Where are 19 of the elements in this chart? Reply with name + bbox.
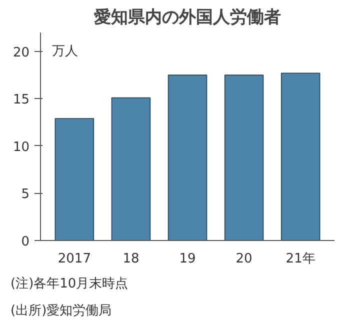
text: (注)各年10月末時点	[10, 276, 128, 292]
y-tick-label: 0	[21, 234, 30, 250]
x-tick-label: 18	[122, 252, 140, 266]
y-tick-label: 5	[21, 187, 30, 202]
bar	[168, 74, 208, 240]
x-tick-label: 19	[179, 252, 196, 266]
y-tick-label: 10	[12, 140, 30, 155]
x-tick-label: 20	[236, 252, 252, 266]
bar	[280, 72, 320, 240]
chart-title: 愛知県内の外国人労働者	[94, 8, 281, 28]
y-tick-label: 20	[12, 45, 30, 60]
y-tick-label: 15	[12, 92, 30, 108]
bar	[54, 118, 94, 240]
text: (出所)愛知労働局	[10, 304, 112, 318]
x-tick-label: 2017	[58, 252, 91, 266]
bar	[224, 74, 264, 240]
x-tick-label: 21年	[286, 252, 316, 266]
y-axis-title: 万人	[52, 44, 78, 59]
bar	[111, 97, 151, 240]
